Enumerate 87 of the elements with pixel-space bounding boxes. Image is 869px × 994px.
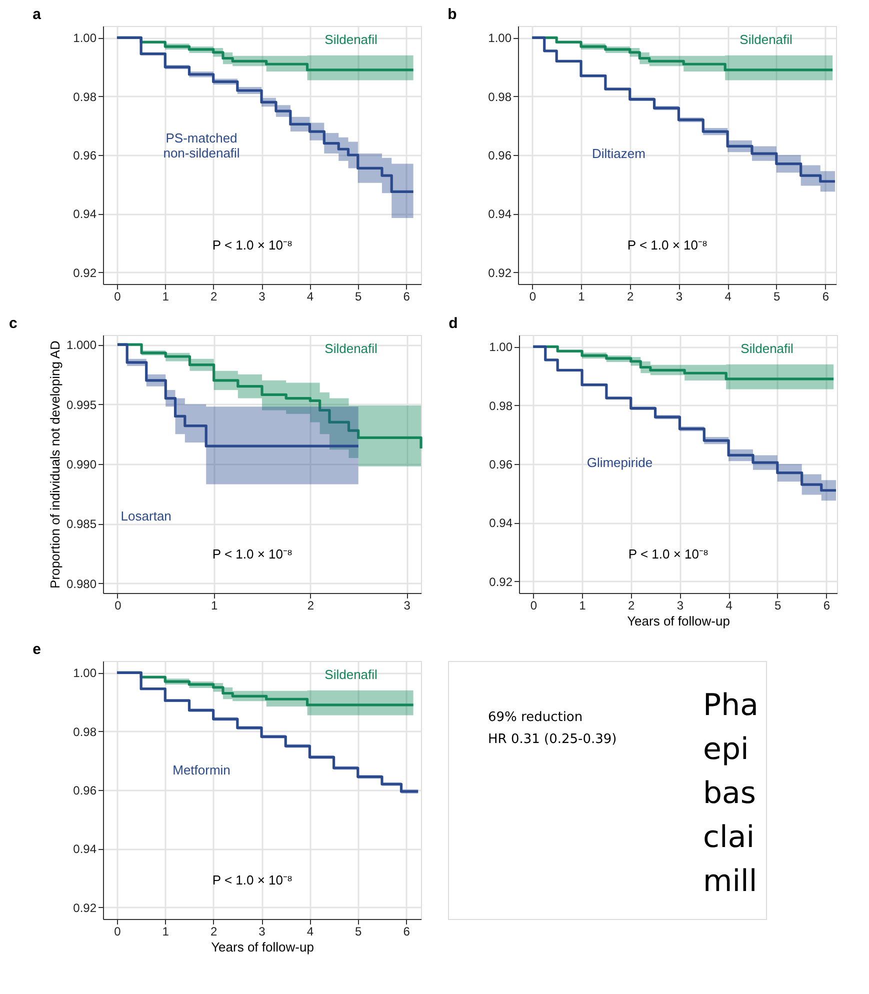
x-tick-label: 3 — [676, 290, 683, 304]
y-tick-label: 1.000 — [66, 338, 97, 352]
x-tick-label: 4 — [726, 598, 733, 612]
text: Pha — [703, 688, 758, 723]
y-tick-label: 0.96 — [488, 148, 512, 162]
x-tick-label: 0 — [114, 290, 122, 304]
text: Diltiazem — [592, 146, 646, 162]
y-tick-label: 0.98 — [488, 90, 512, 104]
text: Glimepiride — [586, 455, 653, 470]
x-tick-label: 4 — [306, 290, 314, 304]
y-tick-label: 0.995 — [66, 398, 97, 412]
x-tick-label: 2 — [307, 598, 314, 612]
x-tick-label: 4 — [724, 290, 732, 304]
y-tick-label: 0.92 — [73, 266, 97, 280]
text: epi — [703, 732, 749, 767]
y-tick-label: 0.96 — [73, 784, 97, 798]
y-tick-label: 0.98 — [73, 90, 97, 104]
y-tick-label: 1.00 — [73, 31, 97, 46]
y-tick-label: 0.92 — [489, 574, 513, 589]
text: PS-matched non-sildenafil — [163, 130, 240, 161]
y-tick-label: 1.00 — [489, 340, 513, 354]
y-tick-label: 0.990 — [66, 458, 97, 472]
x-tick-label: 0 — [114, 598, 122, 612]
y-tick-label: 0.980 — [66, 576, 97, 591]
x-axis-title: Years of follow-up — [627, 614, 730, 628]
x-tick-label: 5 — [774, 598, 782, 612]
x-axis-title: Years of follow-up — [211, 940, 314, 954]
series-label: Sildenafil — [740, 341, 794, 356]
x-tick-label: 2 — [628, 598, 636, 612]
x-tick-label: 0 — [529, 290, 536, 304]
y-tick-label: 0.92 — [488, 266, 512, 280]
annotation: P < 1.0 × 10⁻⁸ — [212, 872, 293, 888]
chart-title: a — [32, 6, 42, 23]
x-tick-label: 1 — [210, 598, 218, 612]
x-tick-label: 3 — [258, 290, 266, 304]
series-label: Sildenafil — [324, 32, 378, 47]
text: Sildenafil — [324, 341, 378, 356]
chart-title: b — [448, 6, 457, 23]
x-tick-label: 6 — [823, 598, 830, 612]
text: mill — [703, 864, 758, 899]
annotation: P < 1.0 × 10⁻⁸ — [212, 546, 293, 562]
y-tick-label: 0.96 — [489, 458, 513, 472]
text: 69% reduction — [488, 710, 583, 725]
x-tick-label: 0 — [530, 598, 538, 612]
y-tick-label: 0.92 — [73, 900, 97, 915]
x-tick-label: 2 — [627, 290, 634, 304]
x-tick-label: 6 — [403, 290, 410, 304]
x-tick-label: 3 — [404, 598, 411, 612]
x-tick-label: 2 — [210, 290, 218, 304]
x-tick-label: 5 — [774, 290, 781, 304]
x-tick-label: 3 — [258, 924, 266, 938]
x-tick-label: 1 — [162, 290, 170, 304]
x-tick-label: 5 — [355, 924, 362, 938]
x-tick-label: 3 — [676, 598, 684, 612]
y-axis-title: Proportion of individuals not developing AD — [47, 340, 62, 588]
y-tick-label: 0.94 — [73, 842, 97, 856]
x-tick-label: 6 — [822, 290, 830, 304]
chart-title: e — [32, 641, 41, 658]
text: HR 0.31 (0.25-0.39) — [488, 732, 617, 747]
y-tick-label: 0.94 — [488, 207, 512, 222]
annotation: P < 1.0 × 10⁻⁸ — [628, 546, 709, 562]
y-tick-label: 0.98 — [489, 398, 513, 413]
y-tick-label: 1.00 — [488, 31, 512, 46]
y-tick-label: 0.985 — [66, 517, 97, 532]
x-tick-label: 4 — [306, 924, 314, 938]
y-tick-label: 0.98 — [73, 724, 97, 739]
x-tick-label: 5 — [355, 290, 362, 304]
y-tick-label: 1.00 — [73, 666, 97, 680]
text: clai — [703, 820, 755, 855]
annotation: P < 1.0 × 10⁻⁸ — [212, 237, 293, 252]
text: bas — [703, 776, 756, 811]
y-tick-label: 0.96 — [73, 148, 97, 162]
x-tick-label: 1 — [578, 290, 586, 304]
text: Metformin — [172, 762, 230, 778]
y-tick-label: 0.94 — [73, 207, 97, 222]
series-label: Sildenafil — [740, 32, 793, 47]
annotation: P < 1.0 × 10⁻⁸ — [627, 237, 708, 252]
y-tick-label: 0.94 — [489, 516, 513, 530]
x-tick-label: 1 — [579, 598, 586, 612]
chart-title: c — [8, 315, 18, 332]
series-label: Sildenafil — [324, 667, 378, 682]
chart-title: d — [448, 315, 458, 332]
x-tick-label: 6 — [403, 924, 410, 938]
x-tick-label: 0 — [114, 924, 122, 938]
x-tick-label: 1 — [162, 924, 170, 938]
x-tick-label: 2 — [210, 924, 218, 938]
text: Losartan — [120, 508, 172, 524]
